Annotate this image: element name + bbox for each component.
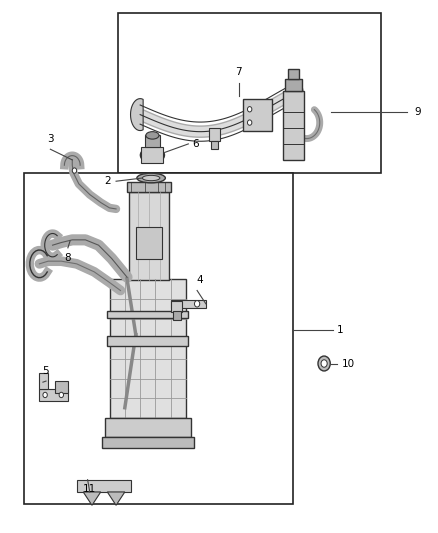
Circle shape	[59, 392, 64, 398]
Circle shape	[247, 120, 252, 125]
Circle shape	[318, 356, 330, 371]
Ellipse shape	[140, 147, 164, 163]
Circle shape	[194, 301, 200, 307]
Bar	[285, 79, 302, 91]
Bar	[173, 311, 181, 320]
Circle shape	[321, 360, 327, 367]
Bar	[211, 141, 218, 149]
Circle shape	[43, 392, 47, 398]
Polygon shape	[107, 492, 125, 505]
Bar	[288, 69, 299, 79]
Text: 7: 7	[235, 67, 242, 77]
Circle shape	[247, 107, 252, 112]
Polygon shape	[83, 492, 101, 505]
Text: 5: 5	[42, 366, 49, 376]
Text: 4: 4	[196, 275, 203, 285]
Bar	[136, 227, 162, 259]
Text: 11: 11	[83, 484, 96, 494]
Polygon shape	[131, 99, 143, 131]
Ellipse shape	[137, 173, 166, 183]
Bar	[110, 279, 186, 418]
Text: 1: 1	[337, 326, 344, 335]
Bar	[118, 13, 381, 173]
Bar	[171, 300, 206, 308]
Bar	[107, 311, 188, 318]
Bar	[141, 147, 163, 163]
Text: 10: 10	[342, 359, 355, 368]
Text: 6: 6	[193, 139, 199, 149]
Bar	[171, 301, 182, 312]
Bar	[39, 373, 48, 389]
Bar	[102, 437, 194, 448]
Text: 8: 8	[64, 253, 71, 263]
Bar	[77, 480, 131, 492]
Text: 9: 9	[414, 107, 420, 117]
Bar	[24, 173, 293, 504]
Bar	[55, 381, 68, 393]
Bar	[129, 192, 169, 280]
Bar	[107, 336, 188, 346]
Bar	[209, 128, 220, 141]
Circle shape	[72, 168, 77, 173]
Ellipse shape	[146, 132, 159, 139]
Bar	[283, 91, 304, 160]
Ellipse shape	[142, 175, 160, 181]
Text: 3: 3	[47, 134, 54, 144]
Text: 2: 2	[104, 176, 111, 186]
Bar	[145, 135, 160, 147]
Bar	[39, 389, 68, 401]
Bar	[127, 182, 171, 192]
Bar	[243, 99, 272, 131]
Bar	[105, 418, 191, 437]
